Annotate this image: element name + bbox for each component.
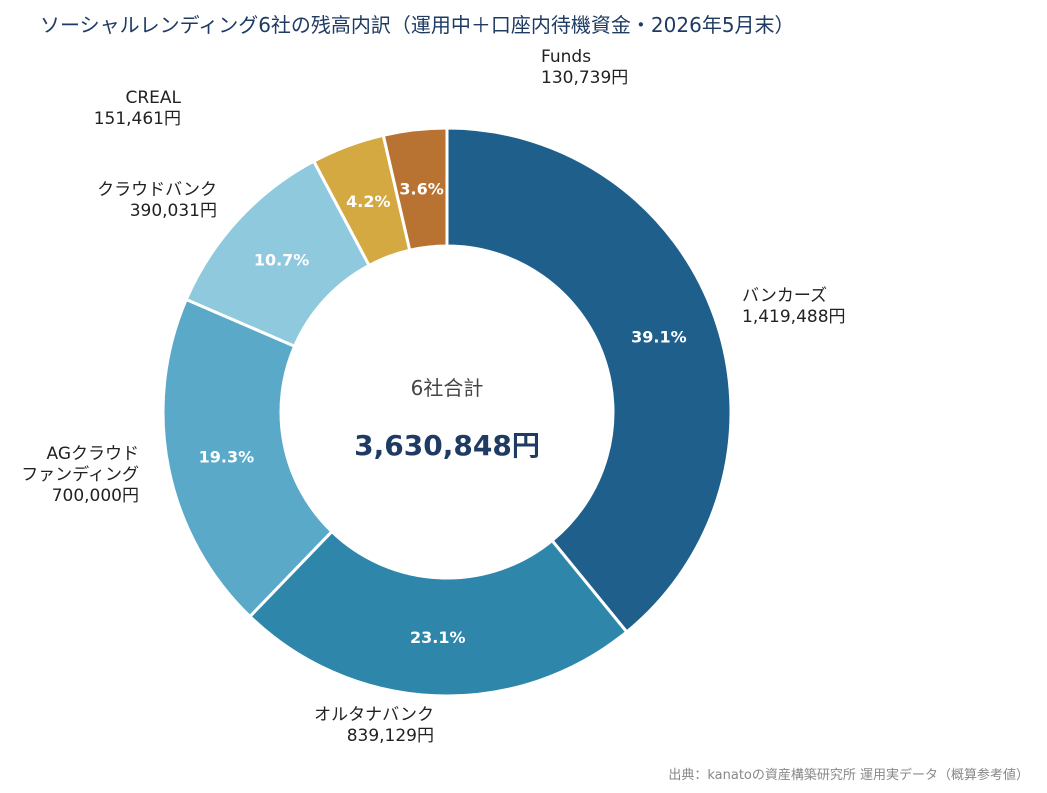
- slice-name-label: オルタナバンク 839,129円: [314, 705, 434, 746]
- slice-percent-label: 23.1%: [410, 628, 466, 647]
- slice-percent-label: 10.7%: [254, 250, 310, 269]
- donut-slice: [445, 126, 733, 635]
- slice-name-label: CREAL 151,461円: [94, 88, 182, 129]
- donut-slice: [381, 126, 449, 253]
- chart-title: ソーシャルレンディング6社の残高内訳（運用中＋口座内待機資金・2026年5月末）: [40, 13, 795, 37]
- source-note: 出典：kanatoの資産構築研究所 運用実データ（概算参考値）: [668, 768, 1029, 783]
- slice-percent-label: 3.6%: [399, 179, 443, 198]
- slice-percent-label: 4.2%: [346, 192, 390, 211]
- slice-name-label: クラウドバンク 390,031円: [97, 180, 217, 221]
- donut-slice: [247, 529, 629, 698]
- slice-percent-label: 19.3%: [199, 447, 255, 466]
- slice-name-label: AGクラウドファンディング 700,000円: [21, 444, 139, 506]
- slice-name-label: バンカーズ 1,419,488円: [742, 286, 846, 327]
- center-total-value: 3,630,848円: [354, 429, 540, 462]
- donut-slice: [161, 297, 334, 619]
- center-caption: 6社合計: [411, 376, 484, 400]
- slice-percent-label: 39.1%: [631, 327, 687, 346]
- slice-name-label: Funds 130,739円: [541, 47, 628, 88]
